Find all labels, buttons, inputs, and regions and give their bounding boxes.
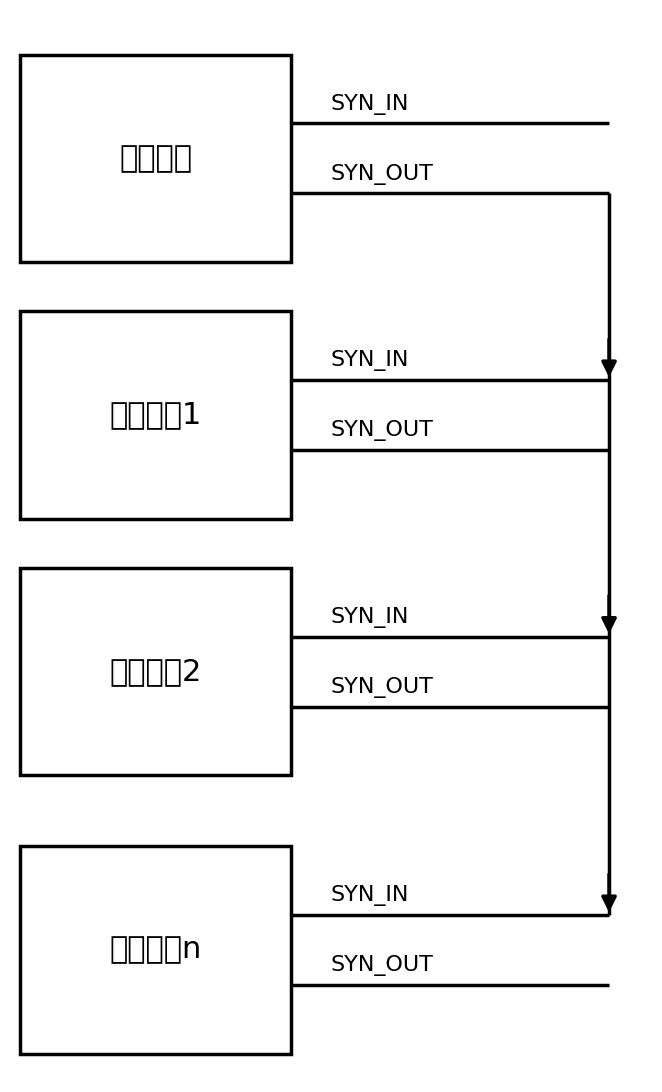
Text: SYN_OUT: SYN_OUT	[331, 677, 434, 698]
Text: 主控制器: 主控制器	[119, 144, 192, 173]
Text: SYN_IN: SYN_IN	[331, 886, 409, 906]
Text: 从控制器n: 从控制器n	[109, 936, 202, 964]
Text: SYN_IN: SYN_IN	[331, 607, 409, 628]
Bar	[20, 846, 291, 1054]
Bar	[20, 311, 291, 519]
Text: SYN_OUT: SYN_OUT	[331, 956, 434, 976]
Text: SYN_OUT: SYN_OUT	[331, 164, 434, 185]
Text: SYN_IN: SYN_IN	[331, 94, 409, 115]
Text: SYN_OUT: SYN_OUT	[331, 420, 434, 441]
Text: 从控制器2: 从控制器2	[109, 657, 202, 686]
Bar	[20, 568, 291, 775]
Text: SYN_IN: SYN_IN	[331, 351, 409, 371]
Bar	[20, 55, 291, 262]
Text: 从控制器1: 从控制器1	[109, 401, 202, 429]
